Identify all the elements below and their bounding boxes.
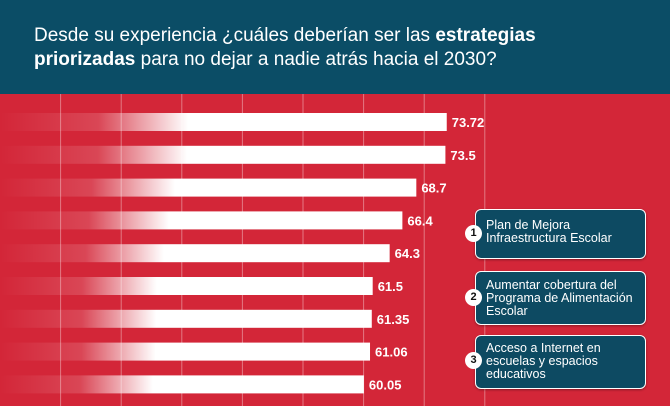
legend-label-2: Aumentar cobertura del Programa de Alime… <box>486 278 633 318</box>
title-text-2a: priorizadas <box>34 49 136 70</box>
title-line-1: Desde su experiencia ¿cuáles deberían se… <box>34 25 536 47</box>
legend-item-3: 3 Acceso a Internet en escuelas y espaci… <box>465 335 646 389</box>
bar-3 <box>0 178 417 197</box>
legend-number-2: 2 <box>465 289 482 306</box>
bar-7 <box>0 309 372 328</box>
bar-chart: 73.72 73.5 68.7 66.4 64.3 61.5 61.35 61.06 60.05 <box>0 94 486 406</box>
data-label-6: 61.5 <box>378 279 403 294</box>
bar-1 <box>0 113 447 131</box>
data-label-9: 60.05 <box>369 377 402 392</box>
bar-9 <box>0 375 364 394</box>
data-label-1: 73.72 <box>452 115 485 130</box>
data-label-2: 73.5 <box>450 148 475 163</box>
data-label-8: 61.06 <box>375 345 408 360</box>
data-label-3: 68.7 <box>421 181 446 196</box>
data-label-5: 64.3 <box>395 246 420 261</box>
legend-item-1: 1 Plan de Mejora Infraestructura Escolar <box>465 209 646 259</box>
chart-header: Desde su experiencia ¿cuáles deberían se… <box>0 0 670 94</box>
legend-number-1: 1 <box>465 225 482 242</box>
legend-item-2: 2 Aumentar cobertura del Programa de Ali… <box>465 271 646 325</box>
legend-label-3: Acceso a Internet en escuelas y espacios… <box>486 341 601 381</box>
bar-2 <box>0 145 446 164</box>
bar-4 <box>0 211 403 230</box>
title-text-1b: estrategias <box>435 25 536 46</box>
data-label-4: 66.4 <box>407 213 433 228</box>
bar-5 <box>0 244 390 263</box>
legend-number-3: 3 <box>465 352 482 369</box>
title-text-2b: para no dejar a nadie atrás hacia el 203… <box>135 49 497 70</box>
title-line-2: priorizadas para no dejar a nadie atrás … <box>34 49 497 71</box>
data-label-7: 61.35 <box>377 312 410 327</box>
bar-8 <box>0 342 371 361</box>
bar-6 <box>0 277 373 295</box>
legend-label-1: Plan de Mejora Infraestructura Escolar <box>486 218 612 245</box>
title-text-1a: Desde su experiencia ¿cuáles deberían se… <box>34 25 436 46</box>
